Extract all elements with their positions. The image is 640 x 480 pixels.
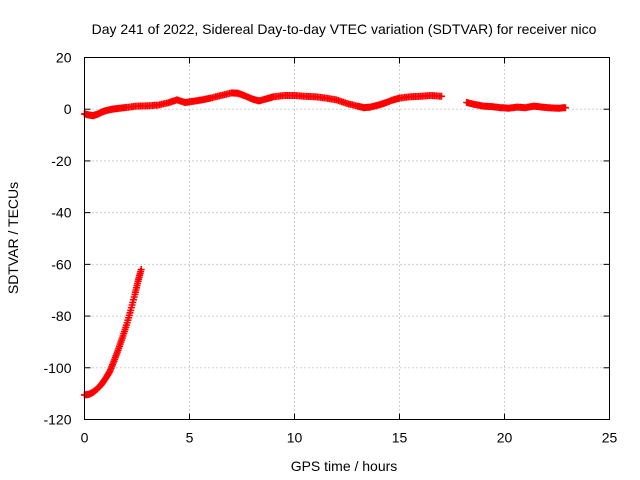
y-tick-label: 0 xyxy=(64,101,72,117)
y-axis-label: SDTVAR / TECUs xyxy=(5,182,21,294)
data-points xyxy=(81,89,569,399)
x-tick-label: 0 xyxy=(81,430,89,446)
y-axis-ticks: -120 -100 -80 -60 -40 -20 0 20 xyxy=(43,50,71,428)
sdtvar-main xyxy=(81,89,445,120)
x-tick-label: 10 xyxy=(287,430,303,446)
x-tick-label: 20 xyxy=(497,430,513,446)
x-axis-label: GPS time / hours xyxy=(291,458,398,474)
y-tick-label: -60 xyxy=(51,256,71,272)
y-tick-label: -40 xyxy=(51,205,71,221)
sdtvar-initial-drop xyxy=(81,266,145,399)
y-tick-label: -80 xyxy=(51,308,71,324)
y-tick-label: -120 xyxy=(43,412,71,428)
data-point xyxy=(561,104,569,112)
grid xyxy=(84,57,610,420)
data-point xyxy=(137,266,145,273)
chart-title: Day 241 of 2022, Sidereal Day-to-day VTE… xyxy=(92,21,597,37)
y-tick-label: 20 xyxy=(56,50,72,66)
sdtvar-late xyxy=(463,99,569,112)
x-axis-ticks: 0 5 10 15 20 25 xyxy=(81,430,618,446)
x-tick-label: 25 xyxy=(602,430,618,446)
x-tick-label: 15 xyxy=(392,430,408,446)
data-point xyxy=(438,92,445,100)
x-tick-label: 5 xyxy=(186,430,194,446)
y-tick-label: -20 xyxy=(51,153,71,169)
y-tick-label: -100 xyxy=(43,360,71,376)
plot-frame xyxy=(84,57,610,420)
